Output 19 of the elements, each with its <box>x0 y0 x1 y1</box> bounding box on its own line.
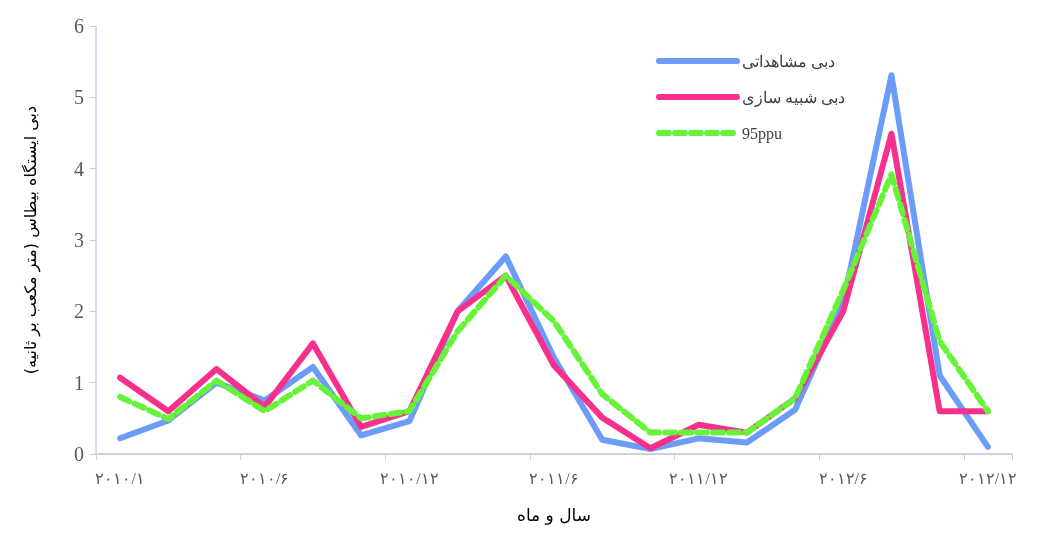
y-tick-label: 4 <box>74 157 84 180</box>
x-tick-label: ۲۰۱۱/۱۲ <box>669 469 728 487</box>
x-tick-label: ۲۰۱۲/۶ <box>818 469 868 487</box>
legend-label: دبی مشاهداتی <box>742 52 835 70</box>
legend-label: دبی شبیه سازی <box>742 88 845 107</box>
x-tick-label: ۲۰۱۲/۱۲ <box>958 469 1018 487</box>
x-tick-label: ۲۰۱۰/۱۲ <box>380 469 439 487</box>
legend-label: 95ppu <box>742 124 782 143</box>
y-tick-label: 2 <box>74 300 84 323</box>
x-tick-label: ۲۰۱۱/۶ <box>529 469 579 487</box>
y-axis-title: دبی ایستگاه بیطاس (متر مکعب بر ثانیه) <box>20 105 41 375</box>
y-tick-label: 1 <box>74 371 84 394</box>
y-tick-label: 6 <box>74 15 84 37</box>
y-tick-label: 5 <box>74 86 84 109</box>
x-tick-label: ۲۰۱۰/۱ <box>95 469 145 487</box>
x-axis-title: سال و ماه <box>517 504 591 525</box>
x-tick-label: ۲۰۱۰/۶ <box>240 469 290 487</box>
y-tick-label: 0 <box>74 443 84 465</box>
y-tick-label: 3 <box>74 229 84 251</box>
